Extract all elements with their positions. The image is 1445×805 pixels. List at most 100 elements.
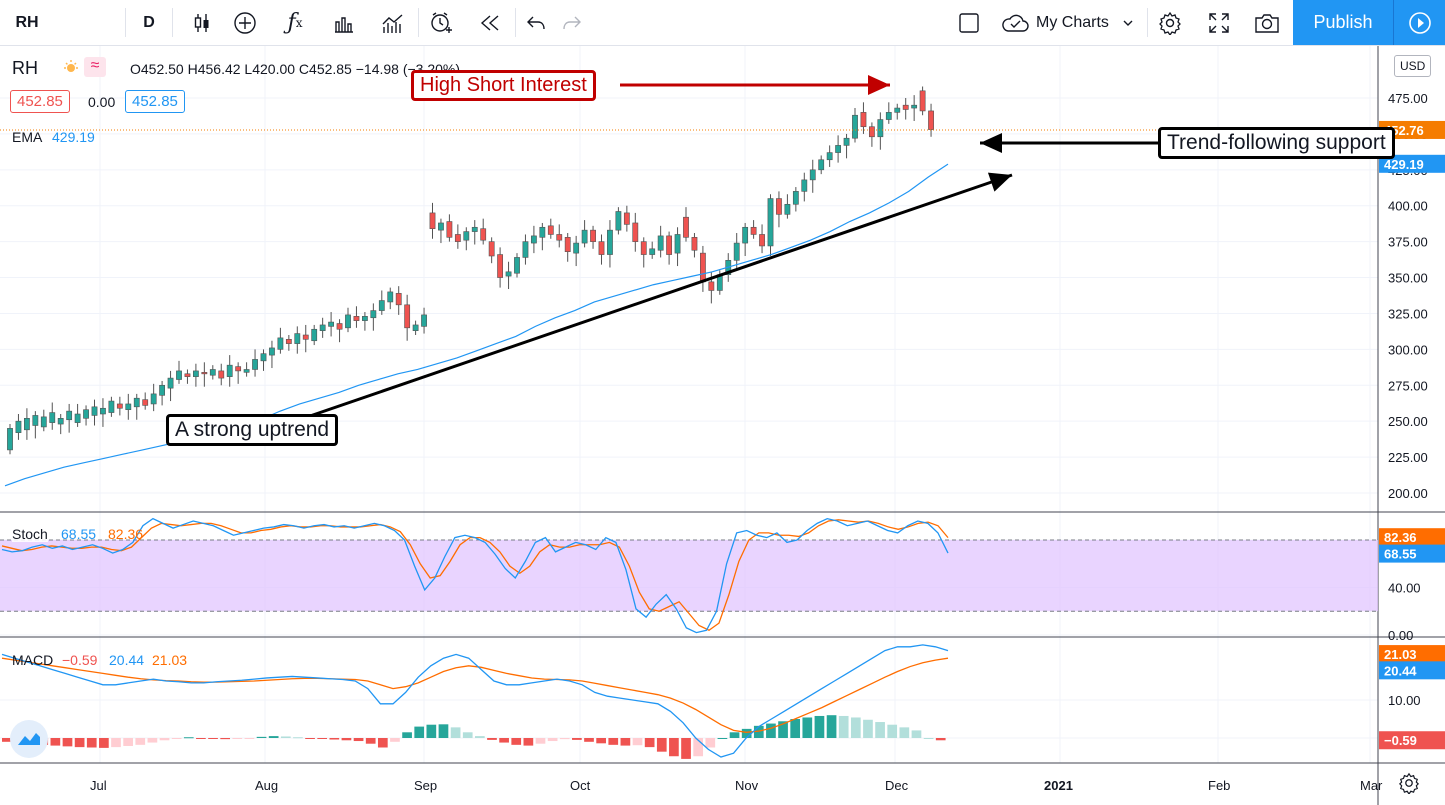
financials-icon[interactable]	[374, 0, 412, 45]
candle	[471, 220, 478, 245]
templates-icon[interactable]	[325, 0, 363, 45]
symbol-search[interactable]: RH	[15, 13, 39, 31]
candle	[505, 261, 512, 290]
candle-body	[581, 229, 588, 244]
candle	[269, 340, 275, 369]
camera-icon[interactable]	[1248, 0, 1286, 45]
candle	[556, 224, 563, 248]
stoch-label: Stoch	[12, 526, 48, 542]
candle-body	[852, 114, 858, 139]
macd-hist-bar	[280, 736, 291, 738]
candle	[877, 112, 884, 150]
candle-body	[100, 407, 106, 415]
candle-body	[556, 234, 563, 241]
candle-body	[877, 119, 884, 138]
candle-body	[742, 226, 749, 244]
candle-body	[750, 226, 757, 235]
candle-body	[167, 377, 174, 389]
toolbar-divider	[125, 8, 126, 37]
macd-hist-bar	[293, 737, 303, 739]
candle-body	[607, 229, 613, 255]
candle	[607, 220, 613, 268]
candle	[674, 227, 681, 267]
ask-price-box[interactable]: 452.85	[125, 90, 185, 113]
candle	[209, 365, 216, 380]
interval-selector[interactable]: D	[143, 13, 155, 31]
candle	[285, 335, 292, 351]
layout-square-icon[interactable]	[950, 0, 988, 45]
candle-body	[226, 364, 233, 377]
candle-body	[184, 373, 191, 377]
my-charts-menu[interactable]: My Charts	[1000, 0, 1145, 45]
macd-hist-bar	[935, 738, 946, 741]
candle-body	[446, 221, 453, 238]
candle	[142, 392, 149, 410]
candle	[564, 233, 571, 262]
stoch-d-value: 82.36	[108, 526, 144, 542]
candle	[150, 383, 157, 412]
candle-body	[378, 300, 385, 311]
stoch-d-marker: 82.36	[1384, 530, 1417, 545]
candle	[750, 220, 757, 239]
candle-body	[40, 416, 47, 428]
candle-body	[23, 418, 30, 431]
macd-hist-bar	[838, 715, 849, 738]
candle	[911, 95, 918, 121]
chart-canvas[interactable]: 475.00450.00425.00400.00375.00350.00325.…	[0, 46, 1445, 805]
undo-icon[interactable]	[518, 0, 554, 45]
settings-gear-icon[interactable]	[1398, 772, 1420, 799]
candle	[615, 207, 622, 235]
candle	[792, 187, 799, 212]
legend-ohlc: O452.50 H456.42 L420.00 C452.85 −14.98 (…	[130, 61, 461, 77]
macd-hist-bar	[377, 738, 388, 748]
candle	[514, 253, 520, 278]
annotation-high-short-interest: High Short Interest	[411, 70, 596, 101]
candle	[480, 218, 487, 245]
macd-hist-bar	[329, 738, 340, 740]
publish-button[interactable]: Publish	[1293, 0, 1393, 45]
candle	[395, 286, 402, 315]
candle-body	[193, 370, 199, 377]
price-tick-label: 475.00	[1388, 91, 1428, 106]
macd-hist-bar	[511, 738, 522, 745]
tradingview-logo-icon[interactable]	[10, 720, 48, 758]
candle	[100, 398, 106, 427]
candle	[767, 194, 774, 256]
currency-label[interactable]: USD	[1394, 55, 1432, 77]
cloud-icon	[1002, 14, 1029, 32]
bid-price-box[interactable]: 452.85	[10, 90, 70, 113]
candle	[919, 86, 926, 116]
play-button[interactable]	[1393, 0, 1445, 45]
alert-clock-icon[interactable]	[422, 0, 460, 45]
candle	[885, 102, 892, 124]
candle-body	[683, 216, 689, 238]
candle-style-icon[interactable]	[183, 0, 221, 45]
macd-hist-bar	[2, 738, 12, 742]
price-tick-label: 350.00	[1388, 271, 1428, 286]
candle-body	[691, 237, 698, 251]
gear-icon[interactable]	[1151, 0, 1189, 45]
candle-body	[564, 237, 571, 252]
candle	[928, 103, 934, 137]
candle-body	[83, 409, 89, 419]
candle	[590, 225, 596, 249]
compare-add-icon[interactable]	[226, 0, 264, 45]
candle	[294, 326, 301, 354]
redo-icon[interactable]	[554, 0, 590, 45]
macd-hist-bar	[365, 738, 376, 744]
macd-hist-bar	[572, 738, 582, 740]
fullscreen-icon[interactable]	[1200, 0, 1238, 45]
candle-body	[530, 235, 537, 244]
candle	[91, 399, 98, 426]
candle	[860, 102, 867, 134]
candle	[116, 396, 123, 416]
replay-icon[interactable]	[471, 0, 509, 45]
macd-hist-bar	[438, 724, 449, 738]
candle	[226, 355, 233, 387]
candle-body	[133, 397, 140, 408]
candle-body	[598, 241, 605, 255]
candle	[252, 349, 258, 377]
candle-body	[590, 229, 596, 242]
